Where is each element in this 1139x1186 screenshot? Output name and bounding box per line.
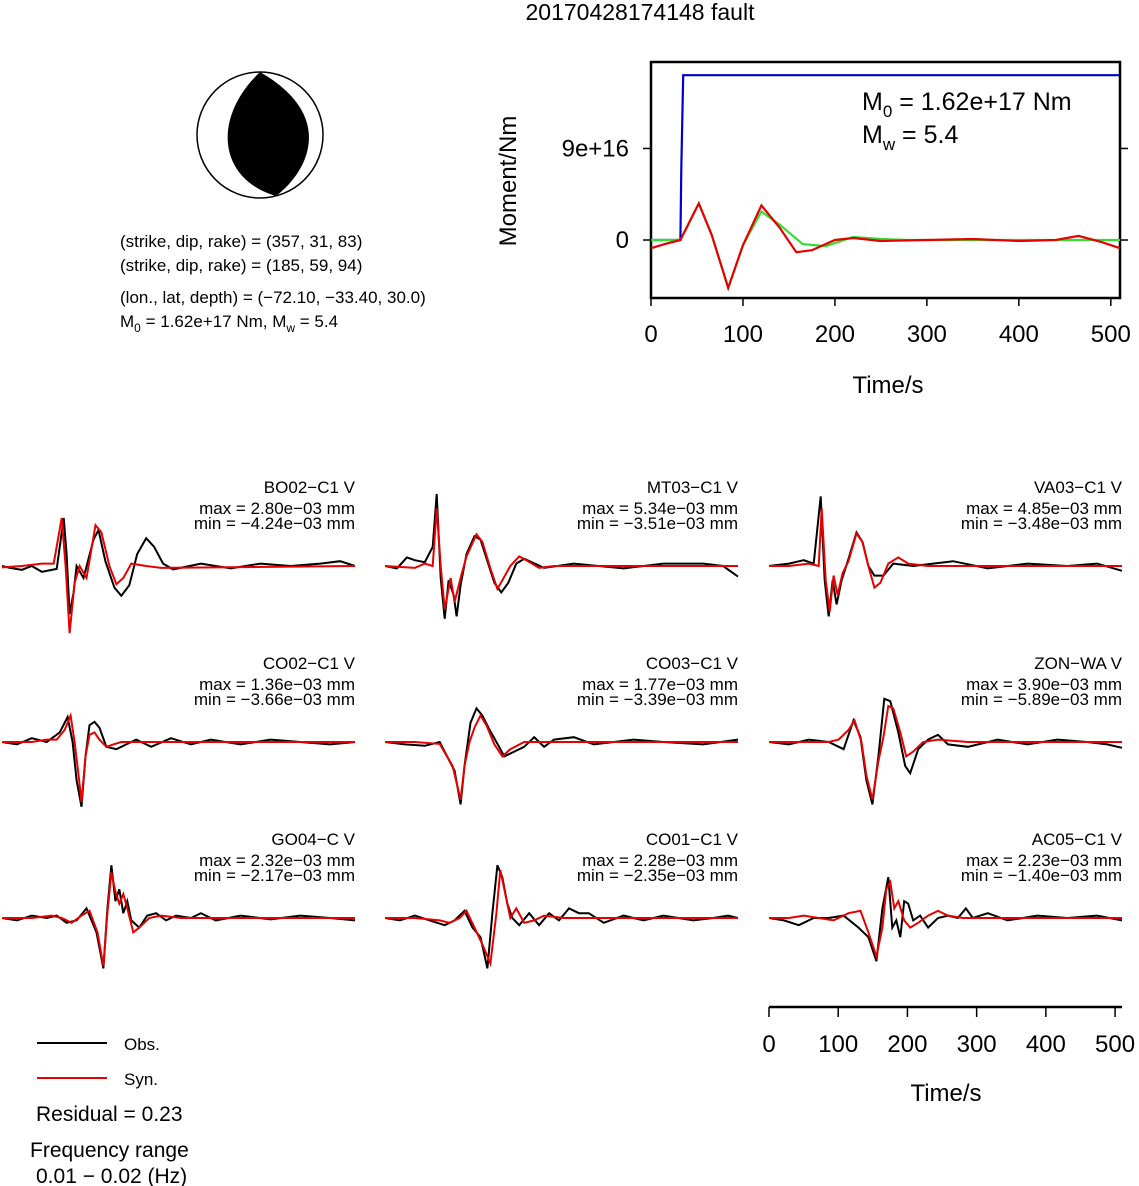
stf-x-tick-label: 500 (1091, 321, 1131, 348)
synthetic-trace (769, 508, 1122, 612)
station-label: AC05−C1 V (1032, 830, 1123, 849)
stf-axes: 0 100 200 300 400 500 0 9e+16 (562, 135, 1131, 348)
synthetic-trace (385, 869, 738, 968)
stf-x-tick-label: 100 (723, 321, 763, 348)
synthetic-trace (1, 517, 356, 634)
station-label: VA03−C1 V (1034, 478, 1123, 497)
stf-mw-annotation: Mw = 5.4 (862, 121, 958, 154)
min-amplitude-label: min = −3.66e−03 mm (194, 690, 355, 709)
stf-x-tick-label: 300 (907, 321, 947, 348)
max-amplitude-label: max = 2.80e−03 mm (199, 499, 355, 518)
stf-plot-frame (649, 60, 1122, 300)
observed-trace (384, 706, 739, 805)
max-amplitude-label: max = 4.85e−03 mm (966, 499, 1122, 518)
observed-trace (768, 697, 1123, 805)
stf-x-tick-label: 200 (815, 321, 855, 348)
synthetic-trace (2, 872, 355, 967)
min-amplitude-label: min = −4.24e−03 mm (194, 514, 355, 533)
max-amplitude-label: max = 5.34e−03 mm (582, 499, 738, 518)
waveform-x-axis-label: Time/s (910, 1080, 981, 1107)
stf-x-axis-label: Time/s (852, 372, 923, 399)
min-amplitude-label: min = −3.51e−03 mm (577, 514, 738, 533)
max-amplitude-label: max = 2.23e−03 mm (966, 851, 1122, 870)
figure-title: 20170428174148 fault (526, 0, 756, 25)
mechanism-plane-2: (strike, dip, rake) = (185, 59, 94) (120, 256, 362, 275)
legend: Obs. Syn. (37, 1035, 160, 1089)
stf-x-tick-label: 0 (644, 321, 657, 348)
frequency-range-label: Frequency range (30, 1139, 189, 1162)
stf-y-axis-label: Moment/Nm (495, 116, 522, 247)
synthetic-trace (384, 508, 738, 610)
min-amplitude-label: min = −1.40e−03 mm (961, 866, 1122, 885)
observed-trace (1, 865, 356, 969)
observed-trace (1, 713, 356, 807)
time-axis-tick-label: 0 (762, 1031, 775, 1058)
beachball-icon (196, 71, 324, 199)
synthetic-trace (385, 713, 738, 800)
residual-label: Residual = 0.23 (36, 1103, 183, 1126)
stf-y-tick-label: 9e+16 (562, 135, 629, 162)
station-label: MT03−C1 V (647, 478, 739, 497)
moment-magnitude-summary: M0 = 1.62e+17 Nm, Mw = 5.4 (120, 312, 338, 335)
station-label: ZON−WA V (1034, 654, 1122, 673)
stf-series-group (650, 74, 1121, 292)
frequency-range-value: 0.01 − 0.02 (Hz) (36, 1165, 187, 1186)
time-axis-tick-label: 400 (1026, 1031, 1066, 1058)
max-amplitude-label: max = 2.32e−03 mm (199, 851, 355, 870)
stf-x-tick-label: 400 (999, 321, 1039, 348)
legend-syn-label: Syn. (124, 1070, 158, 1089)
min-amplitude-label: min = −3.48e−03 mm (961, 514, 1122, 533)
waveform-time-axis: 0 100 200 300 400 500 (762, 1005, 1135, 1058)
stf-series-line-1 (651, 200, 1120, 292)
station-label: CO02−C1 V (263, 654, 356, 673)
hypocenter-location: (lon., lat, depth) = (−72.10, −33.40, 30… (120, 288, 426, 307)
max-amplitude-label: max = 2.28e−03 mm (582, 851, 738, 870)
station-label: BO02−C1 V (264, 478, 356, 497)
min-amplitude-label: min = −5.89e−03 mm (961, 690, 1122, 709)
stf-m0-annotation: M0 = 1.62e+17 Nm (862, 88, 1072, 121)
max-amplitude-label: max = 1.77e−03 mm (582, 675, 738, 694)
time-axis-tick-label: 300 (957, 1031, 997, 1058)
time-axis-tick-label: 500 (1095, 1031, 1135, 1058)
mechanism-plane-1: (strike, dip, rake) = (357, 31, 83) (120, 232, 362, 251)
min-amplitude-label: min = −2.35e−03 mm (577, 866, 738, 885)
stf-series-line-2 (650, 200, 1121, 292)
station-label: CO03−C1 V (646, 654, 739, 673)
time-axis-tick-label: 200 (887, 1031, 927, 1058)
station-label: GO04−C V (271, 830, 355, 849)
legend-obs-label: Obs. (124, 1035, 160, 1054)
max-amplitude-label: max = 3.90e−03 mm (966, 675, 1122, 694)
station-label: CO01−C1 V (646, 830, 739, 849)
min-amplitude-label: min = −2.17e−03 mm (194, 866, 355, 885)
max-amplitude-label: max = 1.36e−03 mm (199, 675, 355, 694)
synthetic-trace (769, 704, 1122, 800)
synthetic-trace (2, 711, 355, 803)
stf-y-tick-label: 0 (616, 227, 629, 254)
synthetic-trace (769, 878, 1122, 961)
min-amplitude-label: min = −3.39e−03 mm (577, 690, 738, 709)
time-axis-tick-label: 100 (818, 1031, 858, 1058)
